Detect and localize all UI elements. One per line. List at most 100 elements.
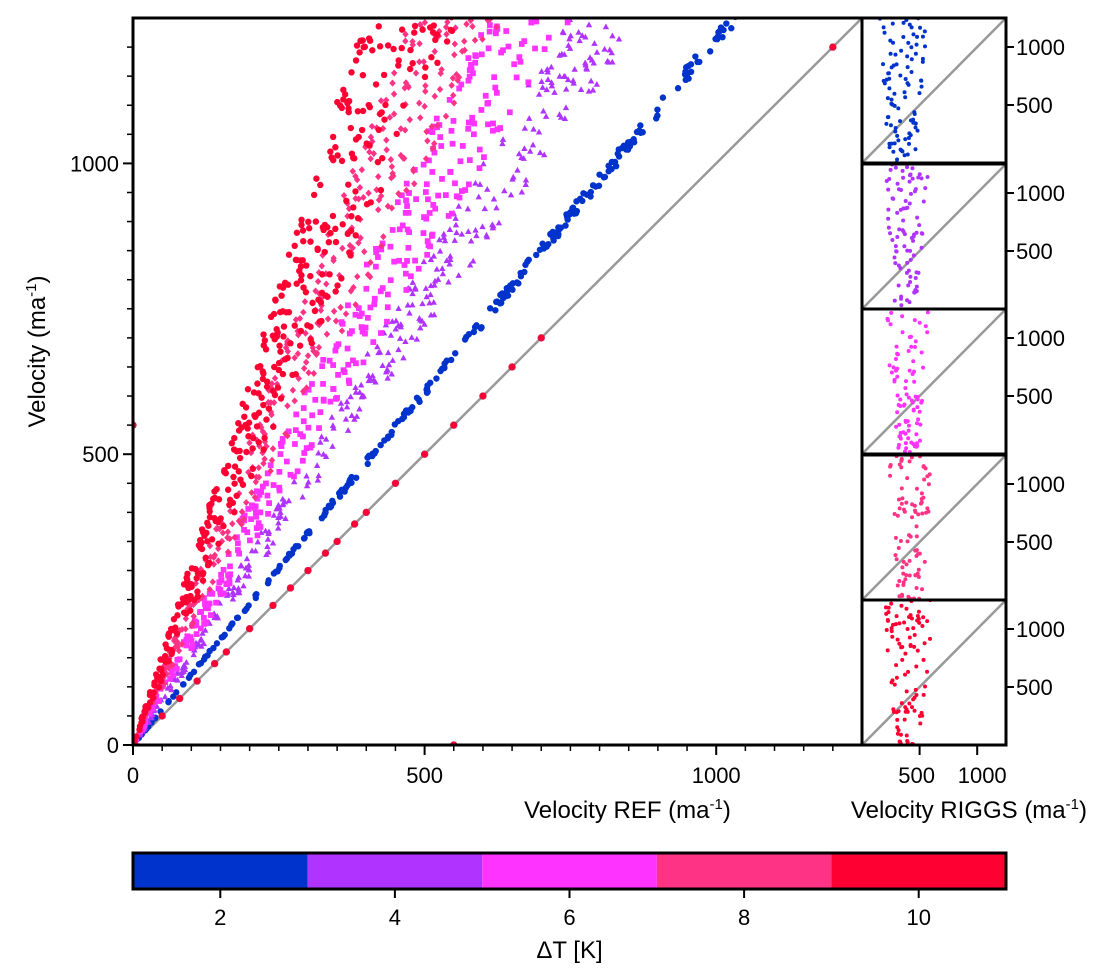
data-point bbox=[900, 644, 905, 649]
data-point bbox=[276, 564, 283, 572]
data-point bbox=[411, 180, 418, 188]
data-point bbox=[401, 84, 408, 92]
data-point bbox=[450, 421, 458, 429]
data-point bbox=[149, 702, 156, 709]
data-point bbox=[907, 459, 912, 464]
data-point bbox=[911, 408, 916, 413]
data-point bbox=[353, 413, 361, 419]
data-point bbox=[918, 422, 923, 427]
data-point bbox=[258, 489, 264, 495]
data-point bbox=[445, 278, 452, 285]
data-point bbox=[439, 270, 447, 277]
data-point bbox=[339, 244, 346, 252]
data-point bbox=[438, 143, 445, 149]
data-point bbox=[230, 446, 238, 453]
data-point bbox=[911, 441, 916, 446]
data-point bbox=[450, 99, 458, 107]
data-point bbox=[362, 324, 369, 331]
data-point bbox=[388, 204, 396, 212]
data-point bbox=[260, 401, 267, 409]
data-point bbox=[209, 578, 216, 586]
data-point bbox=[687, 68, 695, 76]
data-point bbox=[176, 656, 183, 663]
data-point bbox=[890, 102, 895, 107]
data-point bbox=[905, 539, 910, 544]
data-point bbox=[264, 579, 272, 587]
data-point bbox=[455, 272, 462, 278]
x-tick-label: 500 bbox=[406, 763, 443, 788]
data-point bbox=[393, 130, 400, 138]
data-point bbox=[425, 196, 431, 203]
data-point bbox=[889, 65, 894, 70]
data-point bbox=[236, 550, 243, 557]
data-point bbox=[264, 470, 271, 477]
data-point bbox=[506, 109, 513, 116]
data-point bbox=[349, 328, 355, 334]
data-point bbox=[468, 66, 475, 73]
data-point bbox=[415, 396, 422, 403]
data-point bbox=[389, 227, 396, 233]
data-point bbox=[245, 433, 252, 440]
data-point bbox=[441, 360, 448, 367]
data-point bbox=[285, 251, 293, 258]
data-point bbox=[206, 585, 213, 593]
data-point bbox=[904, 606, 909, 611]
data-point bbox=[231, 509, 238, 516]
data-point bbox=[912, 633, 917, 638]
data-point bbox=[422, 87, 429, 95]
data-point bbox=[277, 513, 284, 519]
data-point bbox=[920, 624, 925, 629]
data-point bbox=[493, 30, 499, 37]
data-point bbox=[423, 293, 430, 300]
data-point bbox=[920, 231, 925, 236]
data-point bbox=[312, 396, 319, 403]
data-point bbox=[536, 246, 544, 253]
data-point bbox=[437, 134, 444, 140]
data-point bbox=[439, 176, 445, 182]
data-point bbox=[185, 596, 193, 603]
data-point bbox=[403, 180, 410, 187]
data-point bbox=[894, 249, 899, 254]
data-point bbox=[422, 82, 429, 90]
data-point bbox=[919, 245, 924, 250]
data-point bbox=[378, 330, 384, 336]
data-point bbox=[188, 583, 195, 590]
data-point bbox=[256, 491, 263, 498]
data-point bbox=[411, 22, 419, 30]
data-point bbox=[891, 196, 896, 201]
data-point bbox=[309, 412, 316, 419]
data-point bbox=[344, 345, 351, 352]
data-point bbox=[635, 127, 643, 135]
data-point bbox=[245, 624, 254, 633]
data-point bbox=[231, 480, 238, 487]
data-point bbox=[913, 125, 918, 130]
data-point bbox=[892, 298, 897, 303]
data-point bbox=[898, 207, 903, 212]
data-point bbox=[916, 417, 921, 422]
data-point bbox=[544, 68, 551, 75]
data-point bbox=[461, 46, 468, 54]
data-point bbox=[895, 181, 900, 186]
data-point bbox=[903, 672, 908, 677]
data-point bbox=[165, 657, 172, 665]
data-point bbox=[478, 51, 485, 58]
data-point bbox=[434, 11, 440, 17]
data-point bbox=[441, 237, 449, 244]
data-point bbox=[361, 248, 368, 256]
data-point bbox=[241, 607, 249, 615]
y-tick-label: 500 bbox=[82, 442, 119, 467]
data-point bbox=[383, 366, 391, 373]
data-point bbox=[891, 149, 896, 154]
data-point bbox=[897, 621, 902, 626]
data-point bbox=[896, 402, 901, 407]
data-point bbox=[608, 49, 615, 56]
data-point bbox=[337, 303, 344, 311]
data-point bbox=[344, 482, 351, 489]
data-point bbox=[202, 554, 209, 561]
data-point bbox=[896, 138, 901, 143]
data-point bbox=[240, 582, 247, 589]
data-point bbox=[267, 313, 275, 321]
data-point bbox=[388, 370, 395, 377]
data-point bbox=[321, 248, 328, 256]
data-point bbox=[206, 600, 213, 607]
